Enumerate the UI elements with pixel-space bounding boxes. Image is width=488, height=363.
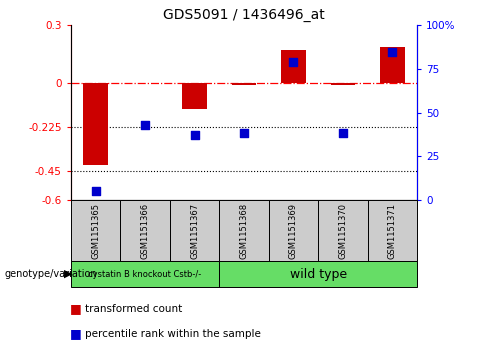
Text: GSM1151368: GSM1151368: [240, 203, 248, 258]
Bar: [219, 200, 269, 261]
Text: GSM1151367: GSM1151367: [190, 203, 199, 258]
Bar: [83, 83, 108, 165]
Point: [92, 188, 100, 194]
Bar: [120, 200, 170, 261]
Bar: [232, 83, 256, 85]
Text: GSM1151369: GSM1151369: [289, 203, 298, 258]
Point: [240, 131, 248, 136]
Bar: [318, 200, 368, 261]
Text: ■: ■: [70, 302, 81, 315]
Point: [339, 131, 347, 136]
Point: [289, 59, 297, 65]
Text: wild type: wild type: [290, 268, 347, 281]
Text: percentile rank within the sample: percentile rank within the sample: [85, 329, 261, 339]
Bar: [71, 261, 219, 287]
Text: ▶: ▶: [64, 269, 73, 279]
Text: GSM1151370: GSM1151370: [339, 203, 347, 258]
Bar: [219, 261, 417, 287]
Text: GSM1151366: GSM1151366: [141, 203, 149, 258]
Text: cystatin B knockout Cstb-/-: cystatin B knockout Cstb-/-: [88, 270, 202, 278]
Bar: [182, 83, 207, 109]
Bar: [368, 200, 417, 261]
Bar: [133, 82, 157, 83]
Bar: [281, 50, 306, 83]
Bar: [380, 47, 405, 83]
Text: GSM1151371: GSM1151371: [388, 203, 397, 258]
Point: [141, 122, 149, 128]
Bar: [71, 200, 120, 261]
Text: transformed count: transformed count: [85, 303, 183, 314]
Bar: [269, 200, 318, 261]
Title: GDS5091 / 1436496_at: GDS5091 / 1436496_at: [163, 8, 325, 22]
Bar: [170, 200, 219, 261]
Point: [191, 132, 199, 138]
Bar: [331, 83, 355, 85]
Text: ■: ■: [70, 327, 81, 340]
Text: GSM1151365: GSM1151365: [91, 203, 100, 258]
Point: [388, 49, 396, 54]
Text: genotype/variation: genotype/variation: [5, 269, 98, 279]
